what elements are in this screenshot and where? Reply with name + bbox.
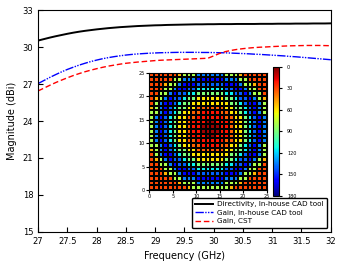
Directivity, In-house CAD tool (229, 23, 233, 26)
Legend: Directivity, In-house CAD tool, Gain, In-house CAD tool, Gain, CST: Directivity, In-house CAD tool, Gain, In… (192, 198, 327, 228)
Gain, In-house CAD tool (177, 51, 181, 54)
Directivity, In-house CAD tool (124, 25, 128, 28)
Gain, CST (100, 66, 105, 69)
Gain, CST (247, 46, 251, 50)
Gain, CST (323, 44, 327, 47)
Line: Gain, In-house CAD tool: Gain, In-house CAD tool (38, 52, 331, 84)
Gain, CST (329, 44, 333, 47)
Gain, In-house CAD tool (252, 53, 257, 56)
Directivity, In-house CAD tool (323, 22, 327, 25)
Gain, CST (130, 61, 134, 64)
Gain, In-house CAD tool (235, 52, 239, 55)
Line: Directivity, In-house CAD tool: Directivity, In-house CAD tool (38, 23, 331, 40)
Gain, CST (305, 44, 309, 47)
Gain, In-house CAD tool (329, 58, 333, 61)
Directivity, In-house CAD tool (36, 39, 40, 42)
Gain, CST (124, 62, 128, 65)
Gain, In-house CAD tool (130, 53, 134, 56)
Line: Gain, CST: Gain, CST (38, 46, 331, 91)
Gain, In-house CAD tool (36, 82, 40, 85)
Directivity, In-house CAD tool (130, 25, 134, 28)
Gain, In-house CAD tool (323, 58, 327, 61)
Directivity, In-house CAD tool (100, 27, 105, 30)
Directivity, In-house CAD tool (247, 22, 251, 25)
Directivity, In-house CAD tool (329, 22, 333, 25)
Gain, CST (229, 49, 233, 52)
Gain, In-house CAD tool (100, 57, 105, 60)
Y-axis label: Magnitude (dBi): Magnitude (dBi) (7, 82, 17, 160)
X-axis label: Frequency (GHz): Frequency (GHz) (144, 251, 225, 261)
Gain, In-house CAD tool (124, 53, 128, 57)
Gain, CST (36, 89, 40, 92)
